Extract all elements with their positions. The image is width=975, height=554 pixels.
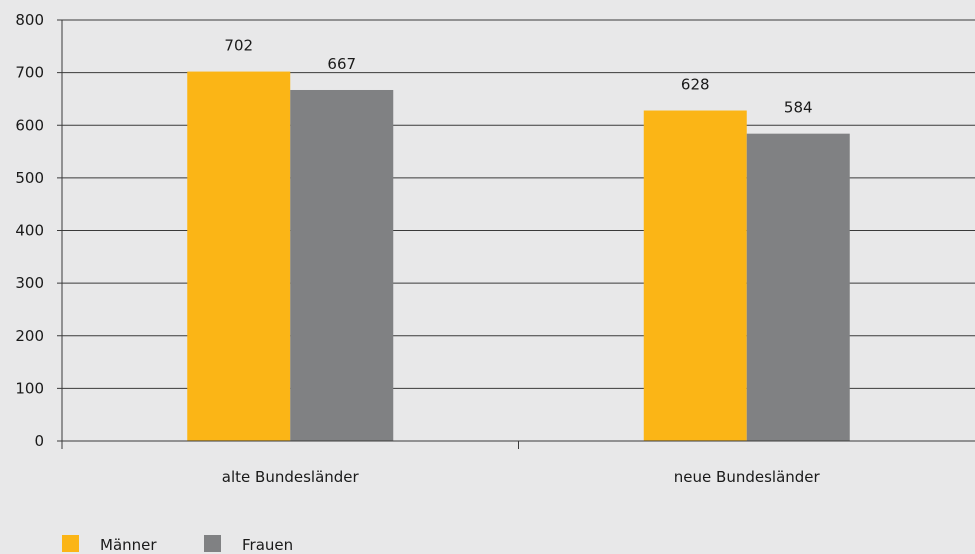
y-tick-label-400: 400 [15,222,44,240]
y-tick-label-300: 300 [15,274,44,292]
y-tick-label-600: 600 [15,116,44,134]
bar-Männer-neue Bundesländer [643,110,747,441]
legend-swatch-Frauen [204,535,221,552]
legend-swatch-Männer [62,535,79,552]
x-category-label-0: alte Bundesländer [222,468,360,486]
y-tick-label-200: 200 [15,327,44,345]
x-category-label-1: neue Bundesländer [674,468,821,486]
y-tick-label-800: 800 [15,11,44,29]
y-tick-label-100: 100 [15,379,44,397]
data-label-Frauen-alte Bundesländer: 667 [327,55,356,73]
axes [61,20,975,449]
data-labels: 702 667 628 584 [224,37,812,117]
bar-Frauen-neue Bundesländer [746,133,850,442]
data-label-Frauen-neue Bundesländer: 584 [784,99,813,117]
legend: Männer Frauen [62,535,293,554]
category-labels: alte Bundesländer neue Bundesländer [222,468,821,486]
data-label-Männer-alte Bundesländer: 702 [224,37,253,55]
bars [187,71,850,442]
y-axis-ticks: 0 100 200 300 400 500 600 700 800 [15,11,62,450]
y-tick-label-700: 700 [15,64,44,82]
y-tick-label-0: 0 [34,432,44,450]
bar-Frauen-alte Bundesländer [290,89,394,442]
y-tick-label-500: 500 [15,169,44,187]
bar-Männer-alte Bundesländer [187,71,291,441]
legend-label-Frauen: Frauen [242,536,293,554]
legend-label-Männer: Männer [100,536,157,554]
data-label-Männer-neue Bundesländer: 628 [681,76,710,94]
